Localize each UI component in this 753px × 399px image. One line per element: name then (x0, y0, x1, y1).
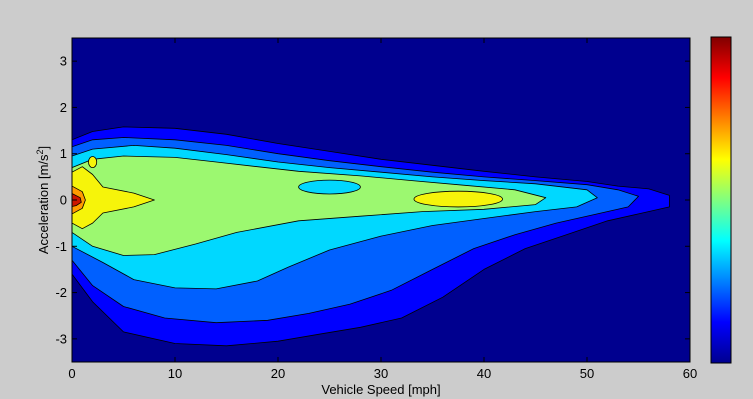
y-tick-label: -2 (55, 285, 67, 300)
y-axis-label: Acceleration [m/s2] (35, 146, 51, 254)
y-tick-label: 1 (60, 146, 67, 161)
x-tick-label: 30 (374, 366, 388, 381)
x-tick-label: 50 (580, 366, 594, 381)
contour-fills (72, 126, 670, 347)
y-axis: 3 2 1 0 -1 -2 -3 (55, 54, 690, 346)
y-tick-label: -1 (55, 239, 67, 254)
colorbar (710, 36, 732, 364)
x-tick-label: 20 (271, 366, 285, 381)
contour-island-2 (298, 179, 361, 195)
x-tick-label: 10 (168, 366, 182, 381)
x-axis-label: Vehicle Speed [mph] (321, 382, 440, 397)
contour-level-4 (72, 155, 547, 256)
y-tick-label: -3 (55, 331, 67, 346)
contour-island-3 (88, 156, 98, 168)
x-tick-label: 0 (68, 366, 75, 381)
y-tick-label: 2 (60, 100, 67, 115)
contour-level-5 (72, 166, 155, 230)
x-tick-label: 40 (477, 366, 491, 381)
x-tick-label: 60 (683, 366, 697, 381)
y-tick-label: 0 (60, 193, 67, 208)
x-axis: 0 10 20 30 40 50 60 (68, 38, 697, 381)
y-tick-label: 3 (60, 54, 67, 69)
contour-island-1 (413, 190, 503, 208)
